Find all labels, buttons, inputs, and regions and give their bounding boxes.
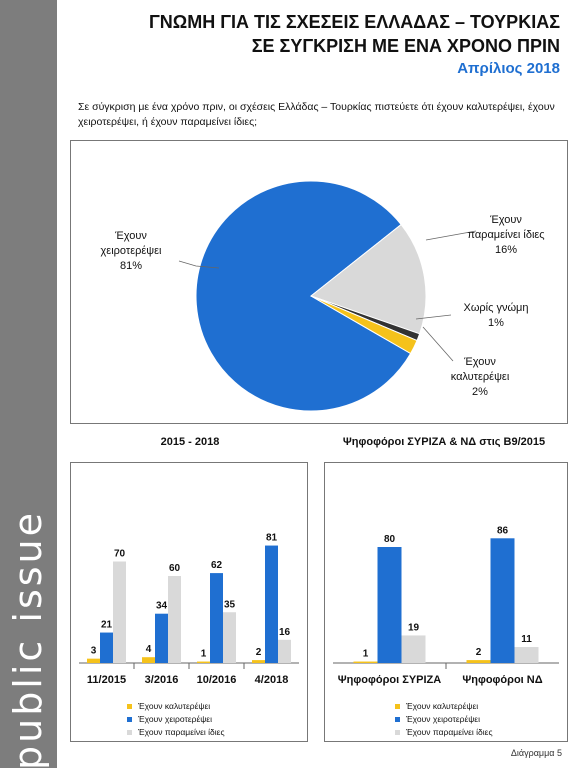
pie-label-noopinion: Χωρίς γνώμη 1% (451, 301, 541, 331)
bar (514, 647, 539, 663)
sidebar: public issue (0, 0, 57, 770)
pie-label-worse-text: Έχουν χειροτερέψει (100, 230, 162, 257)
bar-value-label: 60 (169, 563, 181, 574)
bar-value-label: 80 (384, 534, 396, 545)
legend-2-same: Έχουν παραμείνει ίδιες (395, 727, 493, 737)
bar (401, 635, 426, 663)
bar-value-label: 19 (408, 622, 420, 633)
bar (87, 658, 100, 663)
pie-slice-worse (195, 180, 412, 412)
bar-value-label: 4 (146, 644, 152, 655)
pie-label-noopinion-value: 1% (488, 317, 504, 329)
pie-slice-better (310, 295, 418, 355)
bar-value-label: 81 (266, 533, 278, 544)
legend-1-same: Έχουν παραμείνει ίδιες (127, 727, 225, 737)
legend-swatch (395, 730, 400, 736)
title-line-1: ΓΝΩΜΗ ΓΙΑ ΤΙΣ ΣΧΕΣΕΙΣ ΕΛΛΑΔΑΣ – ΤΟΥΡΚΙΑΣ (148, 12, 560, 32)
pie-leader-same (425, 230, 477, 241)
pie-leader-worse (178, 260, 220, 269)
legend-label: Έχουν καλυτερέψει (138, 701, 211, 711)
legend-label: Έχουν χειροτερέψει (406, 714, 480, 724)
bar (197, 661, 210, 663)
bar (223, 612, 236, 663)
bar-value-label: 3 (91, 646, 97, 657)
pie-label-noopinion-text: Χωρίς γνώμη (463, 302, 529, 314)
pie-label-same: Έχουν παραμείνει ίδιες 16% (461, 213, 551, 258)
brand-logo: public issue (6, 509, 50, 770)
legend-swatch (395, 704, 400, 710)
bar-value-label: 11 (521, 634, 532, 645)
bar (210, 573, 223, 663)
pie-label-worse: Έχουν χειροτερέψει 81% (91, 229, 171, 274)
bar-chart-1: 3 21 70 11/2015 4 34 60 3/2016 1 62 35 10/2016 2 81 16… (79, 533, 299, 686)
bar-value-label: 2 (256, 647, 262, 658)
x-tick-label: Ψηφοφόροι ΣΥΡΙΖΑ (338, 674, 441, 686)
legend-1-better: Έχουν καλυτερέψει (127, 701, 210, 711)
pie-leader-noopinion (415, 314, 452, 320)
pie-label-better-text: Έχουν καλυτερέψει (450, 356, 510, 383)
bar-value-label: 34 (156, 601, 168, 612)
legend-label: Έχουν καλυτερέψει (406, 701, 479, 711)
pie-chart (178, 180, 477, 412)
legend-2-better: Έχουν καλυτερέψει (395, 701, 478, 711)
bar (155, 613, 168, 663)
legend-label: Έχουν παραμείνει ίδιες (406, 727, 493, 737)
bar (168, 576, 181, 663)
legend-1-worse: Έχουν χειροτερέψει (127, 714, 212, 724)
pie-label-same-value: 16% (494, 244, 518, 256)
pie-label-better: Έχουν καλυτερέψει 2% (435, 355, 525, 400)
pie-label-better-value: 2% (472, 386, 488, 398)
x-tick-label: 10/2016 (197, 674, 237, 686)
bar-value-label: 1 (363, 649, 369, 660)
bar-chart-2-title: Ψηφοφόροι ΣΥΡΙΖΑ & ΝΔ στις Β9/2015 (342, 436, 546, 448)
bar-chart-2: 1 80 19 Ψηφοφόροι ΣΥΡΙΖΑ 2 86 11 Ψηφοφόροι ΝΔ (333, 525, 559, 686)
survey-question: Σε σύγκριση με ένα χρόνο πριν, οι σχέσει… (78, 101, 555, 128)
bar (265, 545, 278, 663)
pie-chart-box: Έχουν χειροτερέψει 81% Έχουν παραμείνει … (70, 140, 568, 424)
title-line-2: ΣΕ ΣΥΓΚΡΙΣΗ ΜΕ ΕΝΑ ΧΡΟΝΟ ΠΡΙΝ (251, 36, 560, 56)
bar (377, 547, 402, 663)
bar-chart-1-box: 3 21 70 11/2015 4 34 60 3/2016 1 62 35 10/2016 2 81 16… (70, 462, 308, 742)
bar-value-label: 16 (279, 627, 291, 638)
bar-value-label: 1 (201, 649, 207, 660)
legend-label: Έχουν χειροτερέψει (138, 714, 212, 724)
bar-value-label: 62 (211, 560, 223, 571)
legend-label: Έχουν παραμείνει ίδιες (138, 727, 225, 737)
bar-value-label: 35 (224, 599, 236, 610)
bar-chart-1-title: 2015 - 2018 (160, 436, 220, 448)
bar (353, 661, 378, 663)
x-tick-label: 3/2016 (145, 674, 179, 686)
bar-chart-2-box: 1 80 19 Ψηφοφόροι ΣΥΡΙΖΑ 2 86 11 Ψηφοφόροι ΝΔ Έ… (324, 462, 568, 742)
bar (113, 561, 126, 663)
legend-swatch (395, 717, 400, 723)
pie-leader-better (422, 326, 454, 362)
legend-2-worse: Έχουν χειροτερέψει (395, 714, 480, 724)
bar-value-label: 2 (476, 647, 482, 658)
bar (466, 660, 491, 663)
bar (252, 660, 265, 663)
bar-value-label: 86 (497, 525, 509, 536)
pie-label-same-text: Έχουν παραμείνει ίδιες (467, 214, 545, 241)
legend-swatch (127, 704, 132, 710)
bar (100, 632, 113, 663)
bar-value-label: 21 (101, 620, 113, 631)
title-date: Απρίλιος 2018 (457, 60, 560, 77)
bar (142, 657, 155, 663)
pie-slice-same (309, 223, 427, 335)
x-tick-label: 11/2015 (87, 674, 126, 686)
legend-swatch (127, 717, 132, 723)
legend-swatch (127, 730, 132, 736)
bar-value-label: 70 (114, 549, 126, 560)
bar (278, 639, 291, 663)
bar (490, 538, 515, 663)
x-tick-label: 4/2018 (255, 674, 289, 686)
footer-diagram-number: Διάγραμμα 5 (510, 748, 562, 758)
x-tick-label: Ψηφοφόροι ΝΔ (462, 674, 542, 686)
pie-label-worse-value: 81% (119, 260, 143, 272)
